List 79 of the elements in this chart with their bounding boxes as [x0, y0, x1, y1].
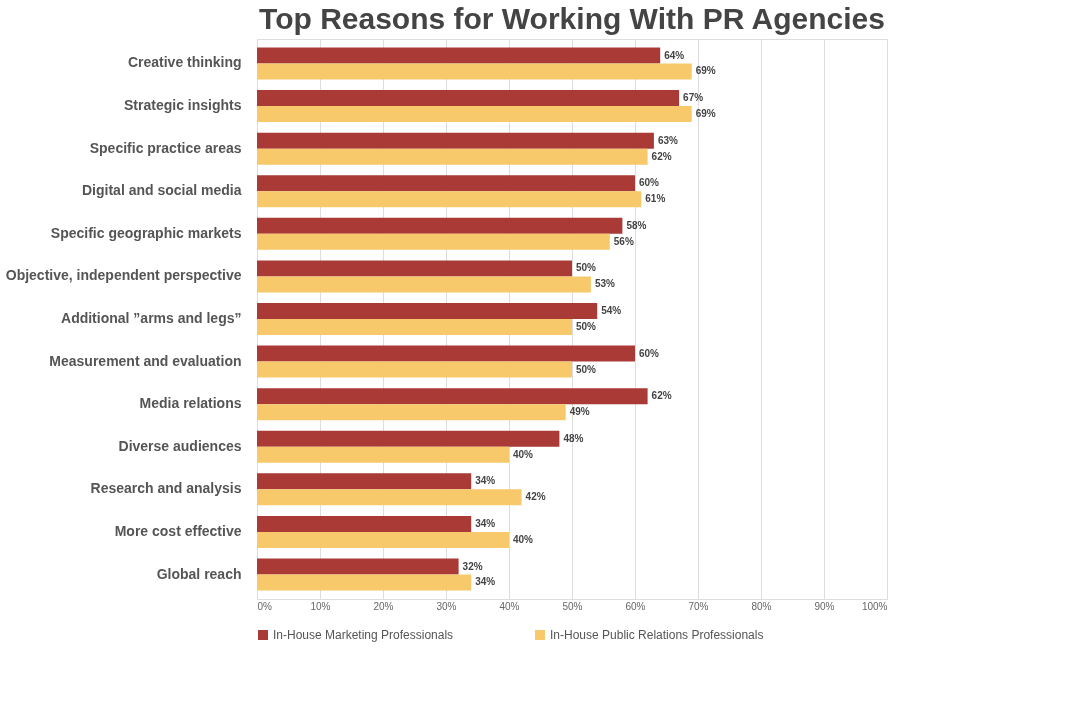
x-tick-label: 50%: [562, 600, 583, 612]
data-label: 34%: [475, 475, 496, 487]
bar: [257, 361, 572, 378]
bar: [257, 47, 661, 64]
data-label: 69%: [695, 65, 716, 77]
bar: [257, 531, 509, 548]
bar: [257, 446, 509, 463]
y-tick-label: More cost effective: [114, 522, 242, 539]
bar: [257, 217, 623, 234]
bar: [257, 404, 566, 421]
bar: [257, 191, 642, 208]
bar: [257, 430, 560, 447]
data-label: 61%: [645, 193, 666, 205]
y-tick-label: Strategic insights: [124, 97, 242, 114]
bar: [257, 345, 635, 362]
data-label: 69%: [695, 108, 716, 120]
x-tick-label: 10%: [310, 600, 331, 612]
y-tick-label: Research and analysis: [90, 480, 242, 497]
bar: [257, 276, 591, 293]
y-tick-label: Specific practice areas: [89, 139, 242, 156]
bar: [257, 558, 459, 575]
data-label: 58%: [626, 219, 647, 231]
x-tick-label: 100%: [861, 600, 888, 612]
data-label: 34%: [475, 517, 496, 529]
data-label: 50%: [576, 262, 597, 274]
x-tick-label: 70%: [688, 600, 709, 612]
bar: [257, 132, 654, 149]
x-tick-label: 90%: [814, 600, 835, 612]
y-tick-label: Diverse audiences: [118, 437, 242, 454]
y-tick-label: Specific geographic markets: [50, 224, 242, 241]
data-label: 50%: [576, 320, 597, 332]
bar: [257, 303, 598, 319]
bar: [257, 574, 472, 591]
data-label: 54%: [601, 305, 622, 317]
y-tick-label: Additional ”arms and legs”: [61, 310, 242, 326]
data-label: 64%: [664, 49, 685, 61]
data-label: 50%: [576, 363, 597, 375]
x-tick-label: 40%: [499, 600, 520, 612]
legend-label: In-House Public Relations Professionals: [550, 628, 764, 642]
data-label: 40%: [513, 533, 534, 545]
data-label: 53%: [594, 278, 616, 290]
data-label: 60%: [639, 347, 660, 359]
x-tick-label: 80%: [751, 600, 772, 612]
bar: [257, 473, 472, 490]
y-tick-label: Global reach: [156, 565, 242, 582]
y-tick-label: Digital and social media: [82, 182, 242, 199]
x-tick-label: 0%: [257, 600, 273, 612]
bar: [257, 388, 648, 405]
y-tick-label: Measurement and evaluation: [49, 352, 242, 369]
data-label: 49%: [569, 406, 590, 418]
data-label: 32%: [462, 560, 483, 572]
bar: [257, 148, 648, 165]
data-label: 60%: [639, 177, 660, 189]
bar: [257, 489, 522, 506]
bar: [257, 260, 572, 277]
x-tick-label: 60%: [625, 600, 646, 612]
bar: [257, 90, 680, 107]
y-tick-label: Objective, independent perspective: [5, 267, 242, 284]
y-tick-label: Media relations: [139, 395, 242, 412]
data-label: 62%: [651, 390, 672, 402]
data-label: 48%: [563, 432, 584, 444]
data-label: 63%: [657, 134, 679, 146]
x-tick-label: 20%: [373, 600, 394, 612]
bar: [257, 175, 635, 192]
y-tick-label: Creative thinking: [127, 54, 242, 71]
bar: [257, 233, 610, 250]
data-label: 67%: [683, 92, 704, 104]
chart-title: Top Reasons for Working With PR Agencies: [259, 2, 885, 35]
data-label: 62%: [651, 150, 672, 162]
data-label: 56%: [613, 235, 634, 247]
data-label: 42%: [525, 491, 546, 503]
data-label: 40%: [513, 448, 534, 460]
bar: [257, 63, 692, 80]
bar: [257, 106, 692, 123]
x-tick-label: 30%: [436, 600, 457, 612]
bar: [257, 319, 572, 335]
data-label: 34%: [475, 576, 496, 588]
legend-label: In-House Marketing Professionals: [273, 628, 454, 642]
bar: [257, 515, 472, 532]
